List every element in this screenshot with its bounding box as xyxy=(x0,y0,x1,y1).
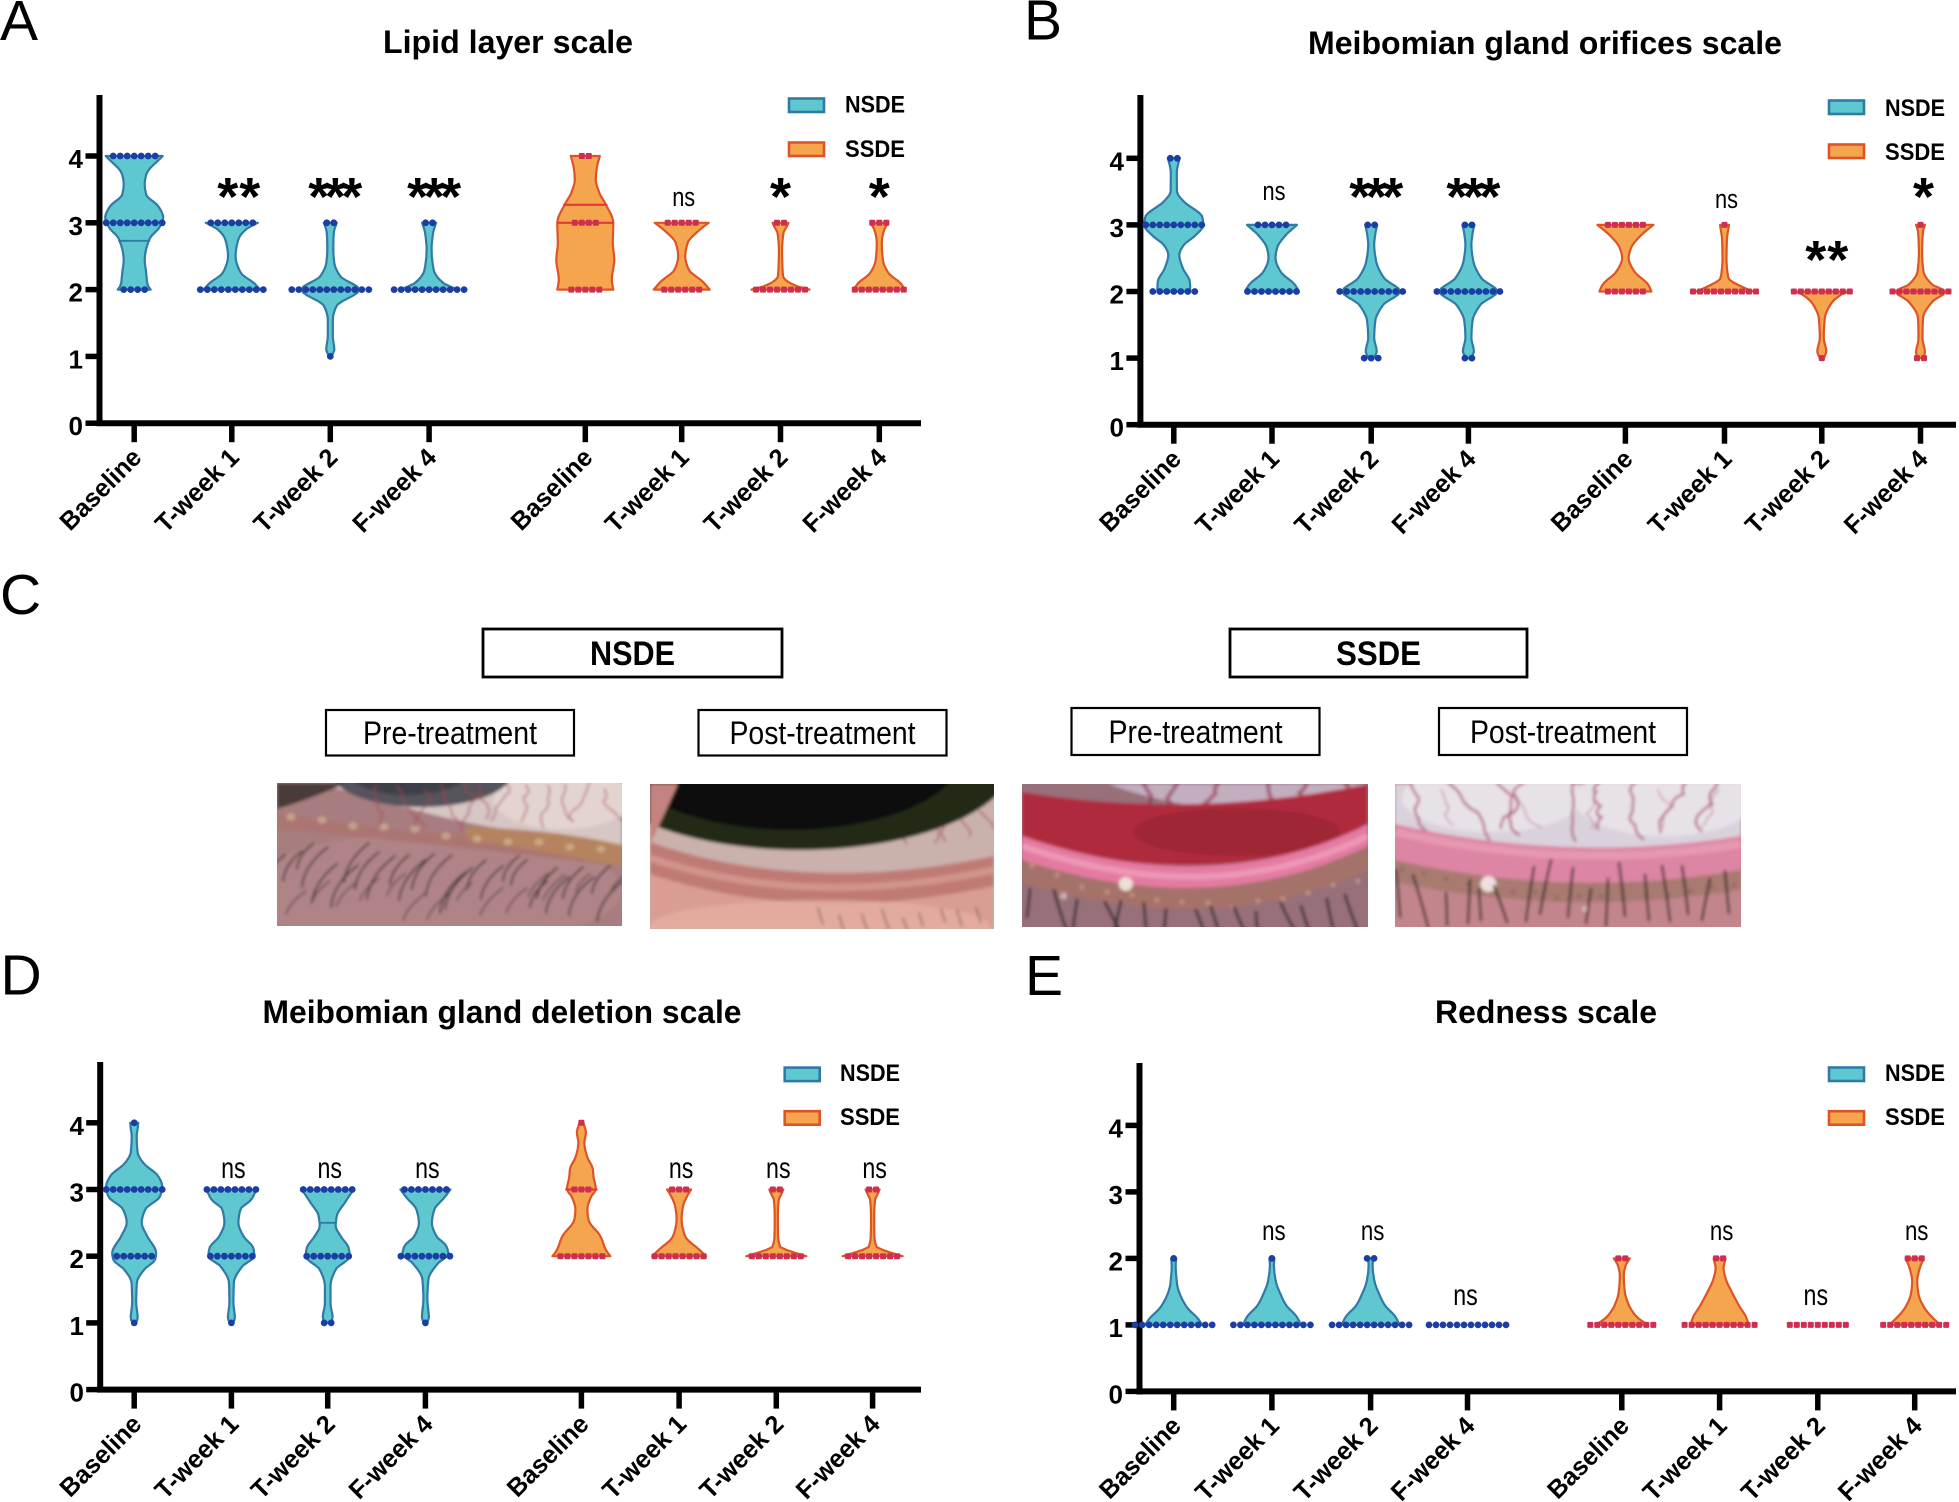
svg-text:Redness scale: Redness scale xyxy=(1435,994,1657,1030)
svg-text:SSDE: SSDE xyxy=(1885,1104,1945,1131)
svg-text:2: 2 xyxy=(70,1244,84,1274)
svg-text:NSDE: NSDE xyxy=(1885,95,1945,122)
svg-text:ns: ns xyxy=(415,1152,440,1185)
svg-text:ns: ns xyxy=(1361,1215,1385,1246)
svg-text:1: 1 xyxy=(1109,1313,1123,1343)
svg-text:NSDE: NSDE xyxy=(1885,1060,1945,1087)
svg-text:ns: ns xyxy=(317,1152,342,1185)
svg-text:0: 0 xyxy=(69,411,83,441)
svg-text:4: 4 xyxy=(1109,1113,1124,1143)
svg-text:ns: ns xyxy=(672,182,695,212)
svg-text:*: * xyxy=(1827,230,1848,290)
svg-text:ns: ns xyxy=(1453,1279,1478,1312)
svg-text:2: 2 xyxy=(69,278,83,308)
svg-text:NSDE: NSDE xyxy=(590,635,675,673)
svg-text:1: 1 xyxy=(69,344,83,374)
svg-text:Post-treatment: Post-treatment xyxy=(1470,714,1656,750)
svg-text:*: * xyxy=(1446,167,1467,227)
svg-text:*: * xyxy=(1382,167,1403,227)
svg-text:Lipid layer scale: Lipid layer scale xyxy=(383,24,633,60)
svg-text:Meibomian gland orifices scale: Meibomian gland orifices scale xyxy=(1308,25,1782,61)
svg-text:ns: ns xyxy=(221,1152,246,1185)
svg-text:SSDE: SSDE xyxy=(845,136,905,163)
svg-text:*: * xyxy=(407,167,428,227)
svg-text:*: * xyxy=(770,167,791,227)
svg-text:4: 4 xyxy=(1110,146,1125,176)
svg-text:*: * xyxy=(869,167,890,227)
svg-text:4: 4 xyxy=(70,1111,85,1141)
svg-text:3: 3 xyxy=(70,1178,84,1208)
svg-text:*: * xyxy=(1463,167,1484,227)
svg-text:Meibomian gland deletion scale: Meibomian gland deletion scale xyxy=(263,994,742,1030)
svg-text:Post-treatment: Post-treatment xyxy=(730,715,916,751)
svg-text:D: D xyxy=(1,944,42,1008)
svg-text:A: A xyxy=(0,0,38,53)
svg-text:ns: ns xyxy=(1710,1215,1734,1246)
svg-text:*: * xyxy=(424,167,445,227)
svg-text:Pre-treatment: Pre-treatment xyxy=(1109,714,1283,750)
svg-text:ns: ns xyxy=(669,1152,694,1185)
svg-text:ns: ns xyxy=(1715,184,1738,214)
svg-text:C: C xyxy=(0,563,41,627)
svg-text:SSDE: SSDE xyxy=(1336,635,1421,673)
svg-text:*: * xyxy=(341,167,362,227)
svg-text:1: 1 xyxy=(70,1311,84,1341)
svg-text:NSDE: NSDE xyxy=(840,1060,900,1087)
svg-text:*: * xyxy=(440,167,461,227)
svg-text:*: * xyxy=(1913,167,1934,227)
svg-text:ns: ns xyxy=(862,1152,887,1185)
svg-text:*: * xyxy=(1349,167,1370,227)
svg-text:ns: ns xyxy=(1905,1215,1929,1246)
svg-text:4: 4 xyxy=(69,144,84,174)
svg-text:*: * xyxy=(308,167,329,227)
svg-text:*: * xyxy=(239,167,260,227)
svg-text:E: E xyxy=(1025,944,1063,1008)
svg-text:ns: ns xyxy=(766,1152,791,1185)
svg-text:*: * xyxy=(325,167,346,227)
svg-text:SSDE: SSDE xyxy=(1885,139,1945,166)
svg-text:Pre-treatment: Pre-treatment xyxy=(363,715,537,751)
svg-text:3: 3 xyxy=(1110,213,1124,243)
svg-text:2: 2 xyxy=(1110,280,1124,310)
svg-text:*: * xyxy=(1479,167,1500,227)
svg-text:B: B xyxy=(1024,0,1062,53)
svg-text:ns: ns xyxy=(1804,1279,1829,1312)
svg-text:ns: ns xyxy=(1263,176,1286,206)
svg-text:2: 2 xyxy=(1109,1246,1123,1276)
svg-text:0: 0 xyxy=(70,1378,84,1408)
svg-text:*: * xyxy=(217,167,238,227)
svg-text:0: 0 xyxy=(1110,413,1124,443)
svg-text:NSDE: NSDE xyxy=(845,92,905,119)
svg-text:SSDE: SSDE xyxy=(840,1104,900,1131)
svg-text:3: 3 xyxy=(69,211,83,241)
svg-text:*: * xyxy=(1805,230,1826,290)
svg-text:1: 1 xyxy=(1110,346,1124,376)
svg-text:ns: ns xyxy=(1262,1215,1286,1246)
svg-text:3: 3 xyxy=(1109,1180,1123,1210)
svg-text:*: * xyxy=(1366,167,1387,227)
svg-text:0: 0 xyxy=(1109,1379,1123,1409)
